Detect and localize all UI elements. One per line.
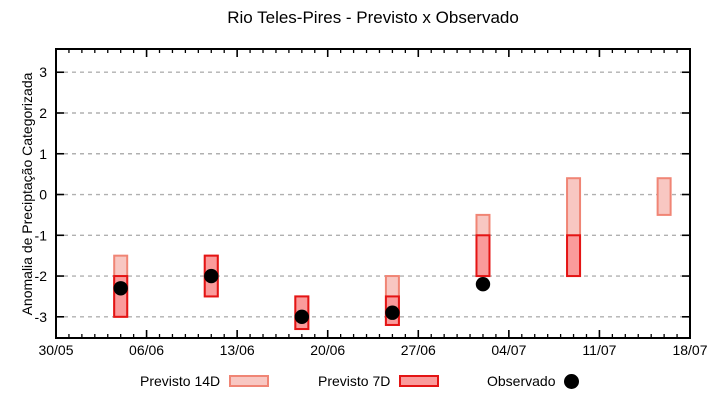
- observado-dot: [204, 268, 219, 284]
- legend-label-previsto-7d: Previsto 7D: [318, 373, 391, 389]
- x-tick-label: 30/05: [38, 342, 73, 358]
- y-tick-label: 3: [39, 64, 47, 80]
- legend-item-previsto-7d: Previsto 7D: [318, 368, 440, 394]
- observado-dot: [113, 281, 128, 296]
- y-tick-label: -1: [35, 227, 48, 243]
- y-tick-label: 1: [39, 146, 47, 162]
- legend-item-observado: Observado: [487, 368, 580, 394]
- bar-previsto-7d: [475, 234, 491, 278]
- legend: Previsto 14D Previsto 7D Observado: [0, 368, 720, 394]
- x-tick-label: 27/06: [401, 342, 436, 358]
- y-tick-label: 0: [39, 187, 47, 203]
- legend-swatch-previsto-7d: [399, 375, 440, 387]
- y-tick-label: -2: [35, 268, 48, 284]
- observado-dot: [385, 305, 400, 320]
- y-tick-label: -3: [35, 309, 48, 325]
- x-tick-label: 18/07: [672, 342, 707, 358]
- bar-previsto-14d: [656, 177, 672, 216]
- x-tick-label: 11/07: [582, 342, 616, 358]
- x-tick-label: 20/06: [310, 342, 345, 358]
- legend-item-previsto-14d: Previsto 14D: [140, 368, 270, 394]
- legend-label-observado: Observado: [487, 373, 556, 389]
- legend-swatch-previsto-14d: [229, 375, 270, 387]
- legend-marker-observado-icon: [564, 373, 580, 389]
- x-tick-label: 04/07: [491, 342, 526, 358]
- observado-dot: [475, 276, 491, 292]
- x-tick-label: 06/06: [129, 342, 164, 358]
- legend-label-previsto-14d: Previsto 14D: [140, 373, 221, 389]
- x-tick-label: 13/06: [220, 342, 255, 358]
- observado-dot: [294, 309, 310, 325]
- chart-title: Rio Teles-Pires - Previsto x Observado: [227, 8, 519, 27]
- y-tick-label: 2: [39, 105, 47, 121]
- bar-previsto-7d: [566, 234, 582, 278]
- plot-border: [55, 48, 691, 339]
